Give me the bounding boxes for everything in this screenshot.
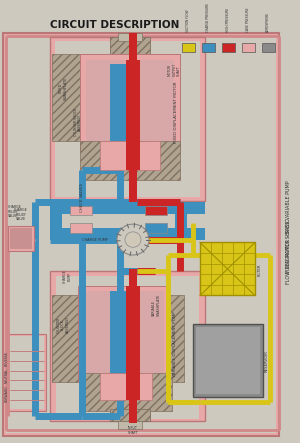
- Bar: [10, 336, 44, 409]
- Bar: [182, 43, 195, 51]
- Bar: [84, 291, 164, 377]
- Bar: [50, 202, 205, 214]
- Bar: [80, 54, 180, 151]
- Text: FIXED DISPLACEMENT MOTOR: FIXED DISPLACEMENT MOTOR: [174, 82, 178, 143]
- Bar: [8, 226, 34, 251]
- Text: HIGH PRESSURE: HIGH PRESSURE: [226, 8, 230, 32]
- Text: RESERVOIR: RESERVOIR: [265, 350, 269, 372]
- Bar: [100, 141, 160, 170]
- Bar: [126, 373, 140, 400]
- Text: CHECK VALVES: CHECK VALVES: [80, 183, 84, 212]
- Bar: [52, 54, 84, 141]
- Text: FIXED MOTOR – BASIC: FIXED MOTOR – BASIC: [286, 218, 292, 272]
- Text: CASE PRESSURE: CASE PRESSURE: [246, 8, 250, 32]
- Bar: [62, 214, 175, 228]
- Bar: [110, 409, 150, 421]
- Bar: [50, 202, 62, 240]
- Bar: [129, 268, 137, 423]
- Bar: [86, 60, 174, 145]
- Text: 15 SERIES VARIABLE PUMP: 15 SERIES VARIABLE PUMP: [286, 181, 292, 246]
- Text: CHARGE PUMP: CHARGE PUMP: [82, 237, 108, 241]
- Bar: [50, 37, 205, 201]
- Bar: [262, 43, 275, 51]
- Bar: [70, 223, 92, 233]
- Text: CHARGE
RELIEF
VALVE: CHARGE RELIEF VALVE: [8, 205, 22, 218]
- Bar: [196, 327, 260, 394]
- Circle shape: [125, 232, 141, 247]
- Text: NEUTRAL: NEUTRAL: [5, 368, 9, 383]
- Bar: [200, 242, 255, 295]
- Text: FLOW DIAGRAM: FLOW DIAGRAM: [286, 245, 292, 284]
- Bar: [148, 54, 180, 141]
- Bar: [110, 291, 128, 377]
- Text: FILTER: FILTER: [258, 263, 262, 276]
- Bar: [129, 33, 137, 202]
- Bar: [80, 373, 172, 411]
- Bar: [100, 373, 152, 400]
- Bar: [145, 206, 167, 215]
- Bar: [110, 64, 128, 141]
- Text: VARIABLE
SWASHPLATE: VARIABLE SWASHPLATE: [152, 294, 160, 316]
- Text: CYLINDER BLOCK
ASSEMBLY: CYLINDER BLOCK ASSEMBLY: [74, 108, 82, 136]
- Bar: [52, 295, 80, 382]
- Text: CHARGE
RELIEF
VALVE: CHARGE RELIEF VALVE: [14, 208, 28, 221]
- Text: REVERSE: REVERSE: [5, 351, 9, 365]
- Bar: [222, 43, 235, 51]
- Text: FORWARD: FORWARD: [5, 385, 9, 402]
- Bar: [56, 276, 199, 419]
- Bar: [145, 223, 167, 233]
- Bar: [126, 141, 140, 170]
- Bar: [193, 324, 263, 397]
- Text: CHARGE PRESSURE: CHARGE PRESSURE: [206, 3, 210, 32]
- Text: CIRCUIT DESCRIPTION: CIRCUIT DESCRIPTION: [50, 19, 180, 30]
- Bar: [8, 334, 46, 411]
- Text: VARIABLE DISPLACEMENT PUMP: VARIABLE DISPLACEMENT PUMP: [173, 311, 177, 377]
- Bar: [202, 43, 215, 51]
- Bar: [78, 286, 170, 382]
- Bar: [118, 421, 142, 428]
- Bar: [110, 37, 150, 56]
- Bar: [70, 206, 92, 215]
- Text: FIXED
SWASHPLATE: FIXED SWASHPLATE: [59, 77, 67, 100]
- Text: SUCTION FLOW: SUCTION FLOW: [186, 10, 190, 32]
- Bar: [50, 228, 205, 240]
- Bar: [10, 228, 32, 249]
- Bar: [126, 60, 140, 141]
- Text: ATMOSPHERE: ATMOSPHERE: [266, 12, 270, 32]
- Bar: [80, 141, 180, 180]
- Text: MOTOR
OUTPUT
SHAFT: MOTOR OUTPUT SHAFT: [168, 62, 181, 76]
- Bar: [152, 295, 184, 382]
- Bar: [126, 286, 140, 377]
- Text: CHARGE
PUMP: CHARGE PUMP: [63, 269, 71, 283]
- Text: INPUT
SHAFT: INPUT SHAFT: [128, 426, 138, 435]
- Bar: [242, 43, 255, 51]
- Bar: [175, 202, 187, 240]
- Bar: [50, 272, 205, 421]
- Text: CYLINDER
BLOCK
ASSEMBLY: CYLINDER BLOCK ASSEMBLY: [56, 316, 70, 333]
- Bar: [118, 33, 142, 41]
- Bar: [55, 41, 200, 197]
- Circle shape: [117, 224, 149, 255]
